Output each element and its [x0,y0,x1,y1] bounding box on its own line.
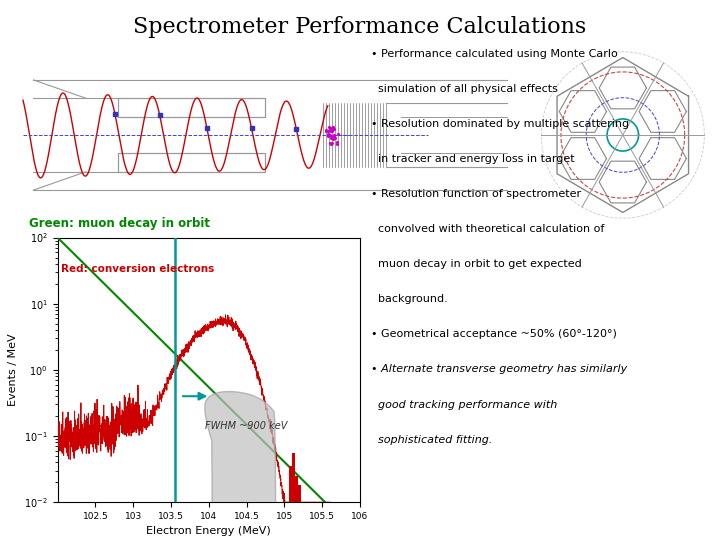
Text: • Resolution dominated by multiple scattering: • Resolution dominated by multiple scatt… [371,119,629,129]
Text: convolved with theoretical calculation of: convolved with theoretical calculation o… [371,224,604,234]
Text: background.: background. [371,294,448,305]
Text: in tracker and energy loss in target: in tracker and energy loss in target [371,154,575,164]
Text: sophisticated fitting.: sophisticated fitting. [371,435,492,445]
Text: • Performance calculated using Monte Carlo: • Performance calculated using Monte Car… [371,49,618,59]
Text: • Resolution function of spectrometer: • Resolution function of spectrometer [371,189,581,199]
Ellipse shape [205,392,281,540]
Y-axis label: Events / MeV: Events / MeV [9,334,19,406]
Bar [292,453,294,540]
Text: Red: conversion electrons: Red: conversion electrons [61,264,215,274]
Text: simulation of all physical effects: simulation of all physical effects [371,84,558,94]
Text: Green: muon decay in orbit: Green: muon decay in orbit [29,217,210,230]
Bar [298,485,301,540]
Bar [295,476,298,540]
Text: • Geometrical acceptance ~50% (60°-120°): • Geometrical acceptance ~50% (60°-120°) [371,329,616,340]
X-axis label: Electron Energy (MeV): Electron Energy (MeV) [146,526,271,536]
Text: Spectrometer Performance Calculations: Spectrometer Performance Calculations [133,16,587,38]
Bar [117,98,265,117]
Text: muon decay in orbit to get expected: muon decay in orbit to get expected [371,259,582,269]
Bar [301,502,304,540]
Text: good tracking performance with: good tracking performance with [371,400,557,410]
Text: FWHM ~900 keV: FWHM ~900 keV [205,421,288,431]
Bar [289,466,292,540]
Text: • Alternate transverse geometry has similarly: • Alternate transverse geometry has simi… [371,364,627,375]
Bar [117,153,265,172]
